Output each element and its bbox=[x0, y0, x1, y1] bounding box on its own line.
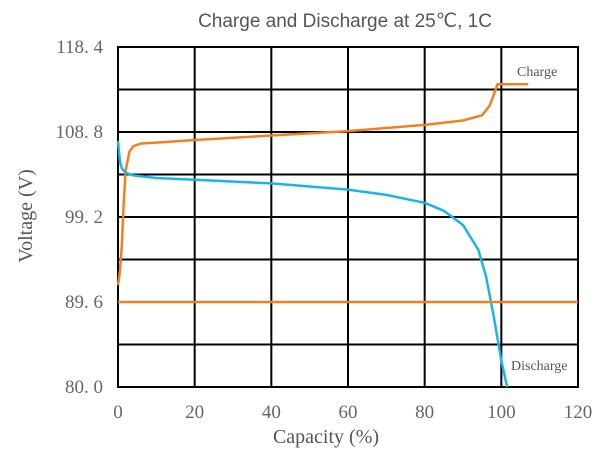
discharge-line bbox=[116, 140, 509, 388]
y-tick-label: 80. 0 bbox=[65, 377, 103, 398]
y-axis-label: Voltage (V) bbox=[15, 169, 37, 263]
x-tick-label: 20 bbox=[185, 402, 204, 423]
charge-line bbox=[116, 82, 529, 286]
x-tick-label: 100 bbox=[487, 402, 516, 423]
y-tick-label: 89. 6 bbox=[65, 292, 103, 313]
x-tick-label: 120 bbox=[564, 402, 593, 423]
grid bbox=[117, 46, 579, 388]
y-tick-label: 118. 4 bbox=[56, 37, 103, 58]
x-tick-label: 80 bbox=[415, 402, 434, 423]
charge-annotation: Charge bbox=[517, 65, 557, 80]
x-tick-label: 40 bbox=[262, 402, 281, 423]
chart-title: Charge and Discharge at 25℃, 1C bbox=[198, 11, 492, 32]
x-axis-label: Capacity (%) bbox=[273, 426, 379, 448]
series-layer bbox=[116, 82, 578, 388]
discharge-annotation: Discharge bbox=[511, 359, 568, 374]
y-tick-label: 99. 2 bbox=[65, 207, 103, 228]
y-tick-label: 108. 8 bbox=[56, 122, 104, 143]
plot-frame bbox=[117, 46, 579, 388]
x-tick-label: 0 bbox=[113, 402, 123, 423]
tick-labels: 0 20 40 60 80 100 120 80. 0 89. 6 99. 2 108. 8 118.… bbox=[56, 37, 593, 423]
x-tick-label: 60 bbox=[339, 402, 358, 423]
